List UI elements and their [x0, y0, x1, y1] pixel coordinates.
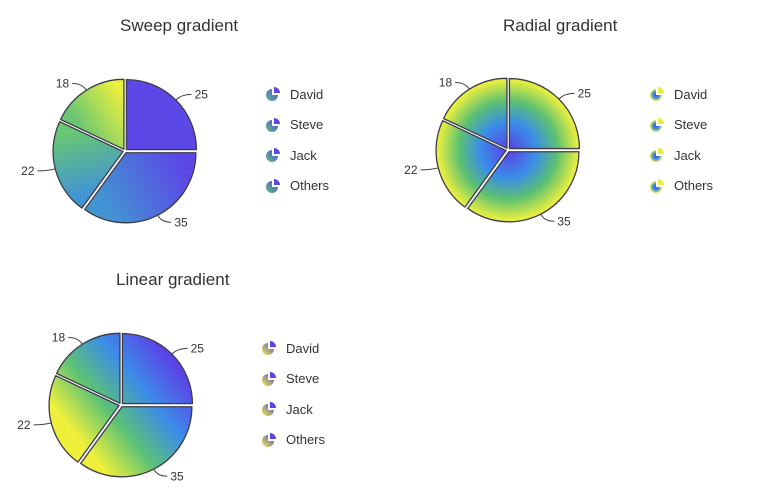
leader-line — [175, 93, 192, 101]
legend-label: David — [286, 340, 320, 356]
leader-line — [157, 214, 172, 223]
legend-item-david[interactable]: David — [262, 333, 325, 364]
data-label: 22 — [21, 164, 35, 178]
legend-item-steve[interactable]: Steve — [266, 110, 329, 141]
legend-item-steve[interactable]: Steve — [650, 110, 713, 141]
legend-pie-icon — [650, 87, 664, 102]
data-label: 18 — [52, 330, 66, 344]
legend-sweep: David Steve Jack Others — [266, 79, 329, 201]
data-label: 35 — [557, 214, 571, 228]
pie-slice-steve[interactable] — [84, 152, 197, 224]
data-label: 25 — [195, 87, 209, 101]
legend-item-jack[interactable]: Jack — [650, 140, 713, 171]
leader-line — [455, 81, 470, 90]
leader-line — [558, 92, 575, 100]
pie-linear: 25 35 22 18 — [17, 330, 204, 483]
legend-label: Others — [290, 178, 330, 194]
legend-pie-icon — [262, 341, 276, 356]
legend-label: Jack — [286, 401, 313, 417]
legend-pie-icon — [266, 117, 280, 132]
pie-slice-steve[interactable] — [467, 151, 580, 223]
pie-slice-david[interactable] — [508, 77, 581, 150]
pie-sweep: 25 35 22 18 — [21, 76, 208, 229]
legend-label: Jack — [674, 147, 701, 163]
legend-pie-icon — [266, 148, 280, 163]
leader-line — [540, 213, 555, 222]
legend-linear: David Steve Jack Others — [262, 333, 325, 455]
leader-line — [37, 168, 56, 172]
chart-title-sweep: Sweep gradient — [120, 16, 239, 35]
pie-slice-steve[interactable] — [80, 406, 193, 478]
legend-pie-icon — [262, 402, 276, 417]
legend-item-others[interactable]: Others — [266, 171, 329, 202]
legend-item-david[interactable]: David — [266, 79, 329, 110]
data-label: 25 — [578, 86, 592, 100]
legend-item-others[interactable]: Others — [262, 425, 325, 456]
pie-slice-david[interactable] — [121, 332, 194, 405]
data-label: 35 — [170, 469, 184, 483]
legend-item-david[interactable]: David — [650, 79, 713, 110]
legend-label: David — [674, 86, 708, 102]
data-label: 35 — [174, 215, 188, 229]
legend-pie-icon — [650, 117, 664, 132]
legend-item-steve[interactable]: Steve — [262, 364, 325, 395]
data-label: 18 — [56, 76, 70, 90]
legend-label: Steve — [674, 117, 708, 133]
pie-radial: 25 35 22 18 — [404, 75, 591, 228]
legend-label: David — [290, 86, 324, 102]
chart-title-linear: Linear gradient — [116, 270, 230, 289]
legend-item-jack[interactable]: Jack — [262, 394, 325, 425]
pie-slice-others[interactable] — [59, 78, 125, 150]
leader-line — [72, 82, 87, 91]
leader-line — [171, 347, 188, 355]
legend-pie-icon — [650, 148, 664, 163]
legend-pie-icon — [266, 178, 280, 193]
data-label: 25 — [191, 341, 205, 355]
legend-radial: David Steve Jack Others — [650, 79, 713, 201]
legend-pie-icon — [266, 87, 280, 102]
pie-slice-david[interactable] — [125, 78, 198, 151]
legend-label: Steve — [290, 117, 324, 133]
data-label: 22 — [17, 418, 31, 432]
leader-line — [153, 468, 168, 477]
data-label: 18 — [439, 75, 453, 89]
legend-pie-icon — [262, 432, 276, 447]
leader-line — [420, 167, 439, 171]
leader-line — [33, 422, 52, 426]
legend-label: Others — [674, 178, 714, 194]
legend-label: Steve — [286, 371, 320, 387]
data-label: 22 — [404, 163, 418, 177]
legend-label: Jack — [290, 147, 317, 163]
legend-pie-icon — [650, 178, 664, 193]
legend-item-jack[interactable]: Jack — [266, 140, 329, 171]
legend-item-others[interactable]: Others — [650, 171, 713, 202]
legend-label: Others — [286, 432, 326, 448]
leader-line — [68, 336, 83, 345]
chart-title-radial: Radial gradient — [503, 16, 618, 35]
legend-pie-icon — [262, 371, 276, 386]
